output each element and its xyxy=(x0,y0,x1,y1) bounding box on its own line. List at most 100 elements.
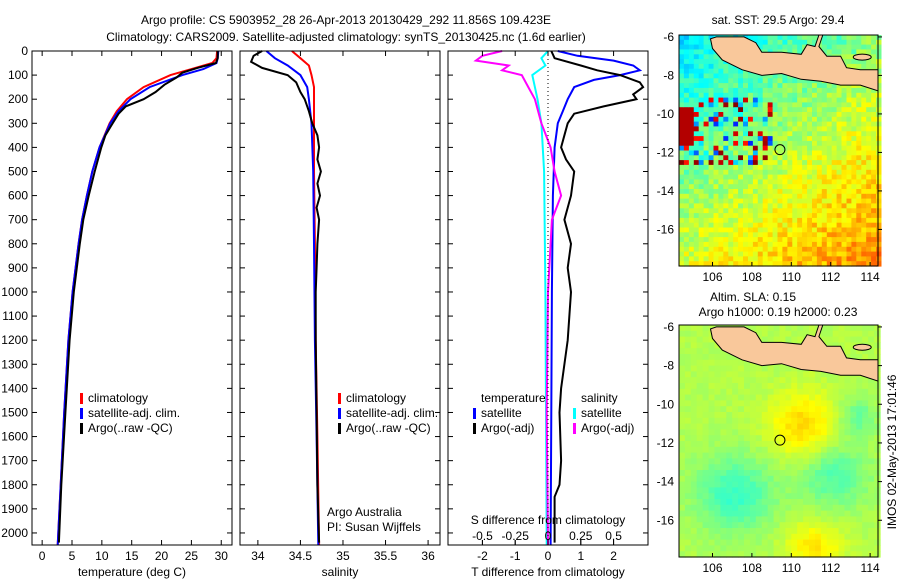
heatmap-cell xyxy=(803,435,810,442)
heatmap-cell xyxy=(868,435,875,442)
heatmap-cell xyxy=(802,87,808,94)
heatmap-cell xyxy=(846,83,852,89)
heatmap-cell xyxy=(755,441,763,448)
heatmap-cell xyxy=(785,412,792,419)
heatmap-cell xyxy=(807,87,813,94)
heatmap-cell xyxy=(738,92,744,99)
heatmap-cell xyxy=(816,184,823,190)
heatmap-cell xyxy=(871,63,877,70)
heatmap-cell xyxy=(693,44,700,50)
heatmap-cell xyxy=(866,208,872,214)
heatmap-cell xyxy=(792,112,798,118)
heatmap-cell xyxy=(826,208,833,214)
heatmap-cell xyxy=(757,131,764,137)
heatmap-cell xyxy=(871,150,877,156)
heatmap-cell xyxy=(787,217,793,224)
heatmap-cell xyxy=(767,136,774,142)
heatmap-cell xyxy=(782,112,788,118)
heatmap-cell xyxy=(861,49,867,55)
heatmap-cell xyxy=(767,174,774,180)
heatmap-cell xyxy=(720,528,727,535)
heatmap-cell xyxy=(757,237,764,243)
heatmap-cell xyxy=(836,145,843,152)
heatmap-cell xyxy=(826,174,833,180)
heatmap-cell xyxy=(836,39,843,46)
heatmap-cell xyxy=(807,78,813,84)
heatmap-cell xyxy=(743,217,749,224)
heatmap-cell xyxy=(876,140,882,147)
heatmap-cell xyxy=(797,383,804,390)
heatmap-cell xyxy=(761,516,769,523)
heatmap-cell xyxy=(767,325,775,332)
heatmap-cell xyxy=(826,97,833,103)
heatmap-cell xyxy=(868,348,875,355)
heatmap-cell xyxy=(821,189,828,195)
heatmap-cell xyxy=(688,169,695,176)
heatmap-cell xyxy=(726,528,733,535)
heatmap-cell xyxy=(820,400,828,407)
heatmap-cell xyxy=(785,475,792,483)
heatmap-cell xyxy=(726,470,733,477)
heatmap-cell xyxy=(807,261,813,267)
heatmap-cell xyxy=(868,504,875,512)
heatmap-cell xyxy=(696,348,704,355)
heatmap-cell xyxy=(752,179,759,185)
heatmap-cell xyxy=(841,87,847,94)
heatmap-cell xyxy=(690,481,698,488)
y-tick-label: -12 xyxy=(657,436,675,450)
heatmap-cell xyxy=(698,121,705,127)
heatmap-cell xyxy=(782,126,788,132)
heatmap-cell xyxy=(874,528,881,535)
heatmap-cell xyxy=(743,83,749,89)
heatmap-cell xyxy=(826,160,833,166)
heatmap-cell xyxy=(826,246,833,253)
heatmap-cell xyxy=(815,475,822,483)
heatmap-cell xyxy=(744,429,751,436)
heatmap-cell xyxy=(713,222,719,229)
heatmap-cell xyxy=(726,446,733,454)
heatmap-cell xyxy=(777,155,783,161)
heatmap-cell xyxy=(866,87,872,94)
x-tick-label: 20 xyxy=(155,549,169,563)
heatmap-cell xyxy=(846,150,852,156)
heatmap-cell xyxy=(772,35,779,41)
heatmap-cell xyxy=(713,169,719,176)
heatmap-cell xyxy=(856,189,862,195)
heatmap-cell xyxy=(841,256,847,262)
heatmap-cell xyxy=(816,126,823,132)
heatmap-cell xyxy=(684,377,692,384)
heatmap-cell xyxy=(797,150,803,156)
heatmap-cell xyxy=(862,441,869,448)
heatmap-cell xyxy=(703,68,710,75)
heatmap-cell xyxy=(702,539,710,546)
heatmap-cell xyxy=(815,528,822,535)
heatmap-cell xyxy=(809,551,816,558)
heatmap-cell xyxy=(696,383,704,390)
heatmap-cell xyxy=(807,203,813,209)
heatmap-cell xyxy=(792,131,798,137)
heatmap-cell xyxy=(744,470,751,477)
heatmap-cell xyxy=(698,83,705,89)
heatmap-cell xyxy=(679,470,686,477)
heatmap-cell xyxy=(752,203,759,209)
heatmap-cell xyxy=(861,121,867,127)
heatmap-cell xyxy=(684,406,692,413)
heatmap-cell xyxy=(868,441,875,448)
heatmap-cell xyxy=(690,539,698,546)
heatmap-cell xyxy=(856,251,862,257)
heatmap-cell xyxy=(698,35,705,41)
land-madura xyxy=(852,53,872,61)
heatmap-cell xyxy=(832,545,840,552)
heatmap-cell xyxy=(797,44,803,50)
heatmap-cell xyxy=(841,83,847,89)
heatmap-cell xyxy=(838,551,846,558)
heatmap-cell xyxy=(732,528,739,535)
heatmap-cell xyxy=(738,87,744,94)
heatmap-cell xyxy=(803,429,810,436)
heatmap-cell xyxy=(779,417,786,425)
heatmap-cell xyxy=(743,251,749,257)
heatmap-cell xyxy=(856,198,862,204)
heatmap-cell xyxy=(812,261,818,267)
timestamp: IMOS 02-May-2013 17:01:46 xyxy=(885,374,899,529)
heatmap-cell xyxy=(749,429,757,436)
